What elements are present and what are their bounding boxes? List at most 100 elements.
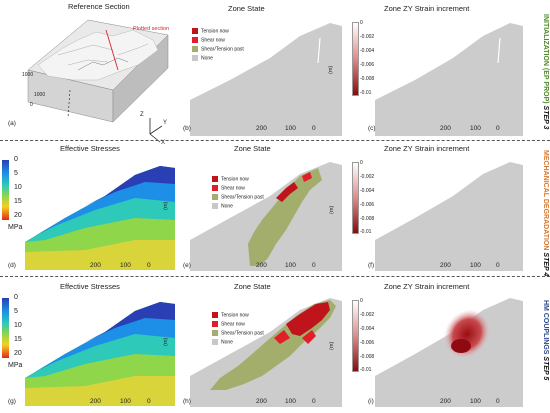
- reference-title: Reference Section: [68, 2, 130, 11]
- legend-label: Shear now: [201, 37, 225, 44]
- strain-tick: -0.004: [360, 48, 375, 54]
- step5-name: HM COUPLINGS: [542, 300, 549, 355]
- strain-slope-step3: [375, 23, 523, 136]
- tick: 0: [312, 125, 316, 132]
- legend-none: None: [212, 203, 233, 209]
- unit-m: (m): [163, 337, 169, 346]
- stress-tick: 0: [14, 294, 18, 301]
- strain-slope-step4: [375, 162, 523, 271]
- panel-label-a: (a): [8, 120, 16, 127]
- ref-tick: 0: [30, 102, 33, 108]
- strain-colorbar: [352, 22, 359, 96]
- axis-y-label: Y: [163, 120, 168, 126]
- legend-label: Tension now: [221, 312, 249, 319]
- strain-tick: -0.01: [360, 367, 372, 373]
- legend-none: None: [212, 339, 233, 345]
- tick: 200: [90, 262, 101, 269]
- strain-tick: 0: [360, 160, 363, 166]
- panel-label-d: (d): [8, 262, 16, 269]
- tick: 100: [120, 262, 131, 269]
- panel-label-e: (e): [183, 262, 191, 269]
- legend-swatch: [212, 339, 218, 345]
- legend-none: None: [192, 55, 213, 61]
- step3-number: STEP 3: [542, 105, 549, 130]
- strain-tick: -0.008: [360, 76, 375, 82]
- tick: 200: [256, 262, 267, 269]
- strain-tick: -0.008: [360, 216, 375, 222]
- tick: 200: [440, 398, 451, 405]
- strain-tick: -0.01: [360, 90, 372, 96]
- zone-strain-title: Zone ZY Strain increment: [384, 144, 470, 153]
- zone-strain-title: Zone ZY Strain increment: [384, 4, 470, 13]
- stress-unit: MPa: [8, 362, 23, 369]
- strain-tick: -0.004: [360, 326, 375, 332]
- legend-swatch: [192, 28, 198, 34]
- tick: 0: [496, 398, 500, 405]
- strain-tick: 0: [360, 298, 363, 304]
- stress-tick: 10: [14, 184, 22, 191]
- axis-x-label: X: [161, 140, 166, 146]
- legend-tension-now: Tension now: [192, 28, 229, 34]
- stress-unit: MPa: [8, 224, 23, 231]
- legend-label: None: [221, 339, 233, 346]
- panel-label-f: (f): [368, 262, 375, 269]
- legend-shear-tension-past: Shear/Tension past: [212, 194, 264, 200]
- legend-label: Shear now: [221, 185, 245, 192]
- tick: 0: [312, 262, 316, 269]
- tick: 100: [285, 125, 296, 132]
- strain-tick: -0.006: [360, 62, 375, 68]
- strain-tick: -0.01: [360, 229, 372, 235]
- zone-state-slope-step4: [190, 162, 342, 271]
- tick: 200: [440, 125, 451, 132]
- strain-tick: 0: [360, 20, 363, 26]
- zone-state-slope-step3: [190, 23, 342, 136]
- tick: 200: [256, 125, 267, 132]
- panel-label-i: (i): [368, 398, 374, 405]
- effective-stress-slope-step5: [25, 302, 175, 406]
- zone-strain-title: Zone ZY Strain increment: [384, 282, 470, 291]
- legend-label: Shear/Tension past: [201, 46, 244, 53]
- stress-tick: 20: [14, 212, 22, 219]
- step3-label: INITIALIZATION (EP PROP) STEP 3: [542, 14, 549, 129]
- legend-swatch: [192, 46, 198, 52]
- tick: 0: [147, 262, 151, 269]
- plotted-section-annotation: Plotted section: [133, 26, 170, 32]
- legend-tension-now: Tension now: [212, 312, 249, 318]
- legend-shear-now: Shear now: [212, 185, 245, 191]
- zone-state-slope-step5: [190, 298, 342, 407]
- tick: 0: [496, 262, 500, 269]
- legend-label: None: [201, 55, 213, 62]
- step5-label: HM COUPLINGS STEP 5: [542, 300, 549, 380]
- legend-swatch: [212, 176, 218, 182]
- stress-tick: 15: [14, 336, 22, 343]
- legend-shear-tension-past: Shear/Tension past: [192, 46, 244, 52]
- zone-state-title: Zone State: [234, 144, 271, 153]
- unit-m: (m): [329, 341, 335, 350]
- strain-tick: -0.002: [360, 174, 375, 180]
- stress-tick: 10: [14, 322, 22, 329]
- row-divider: [0, 140, 550, 141]
- legend-shear-tension-past: Shear/Tension past: [212, 330, 264, 336]
- strain-slope-step5: [375, 298, 523, 407]
- tick: 200: [440, 262, 451, 269]
- effective-title: Effective Stresses: [60, 144, 120, 153]
- step3-name: INITIALIZATION (EP PROP): [542, 14, 549, 104]
- legend-shear-now: Shear now: [192, 37, 225, 43]
- legend-swatch: [212, 330, 218, 336]
- legend-swatch: [192, 37, 198, 43]
- step4-name: MECHANICAL DEGRADATION: [542, 150, 549, 251]
- legend-label: Shear now: [221, 321, 245, 328]
- legend-shear-now: Shear now: [212, 321, 245, 327]
- ref-tick: 1000: [22, 72, 34, 78]
- legend-label: Tension now: [201, 28, 229, 35]
- strain-tick: -0.002: [360, 34, 375, 40]
- effective-stress-slope-step4: [25, 166, 175, 270]
- strain-tick: -0.006: [360, 340, 375, 346]
- step4-number: STEP 4: [542, 252, 549, 277]
- tick: 200: [90, 398, 101, 405]
- ref-tick: 1000: [34, 92, 46, 98]
- stress-tick: 0: [14, 156, 18, 163]
- strain-tick: -0.006: [360, 202, 375, 208]
- row-divider: [0, 276, 550, 277]
- stress-colorbar: [2, 160, 9, 220]
